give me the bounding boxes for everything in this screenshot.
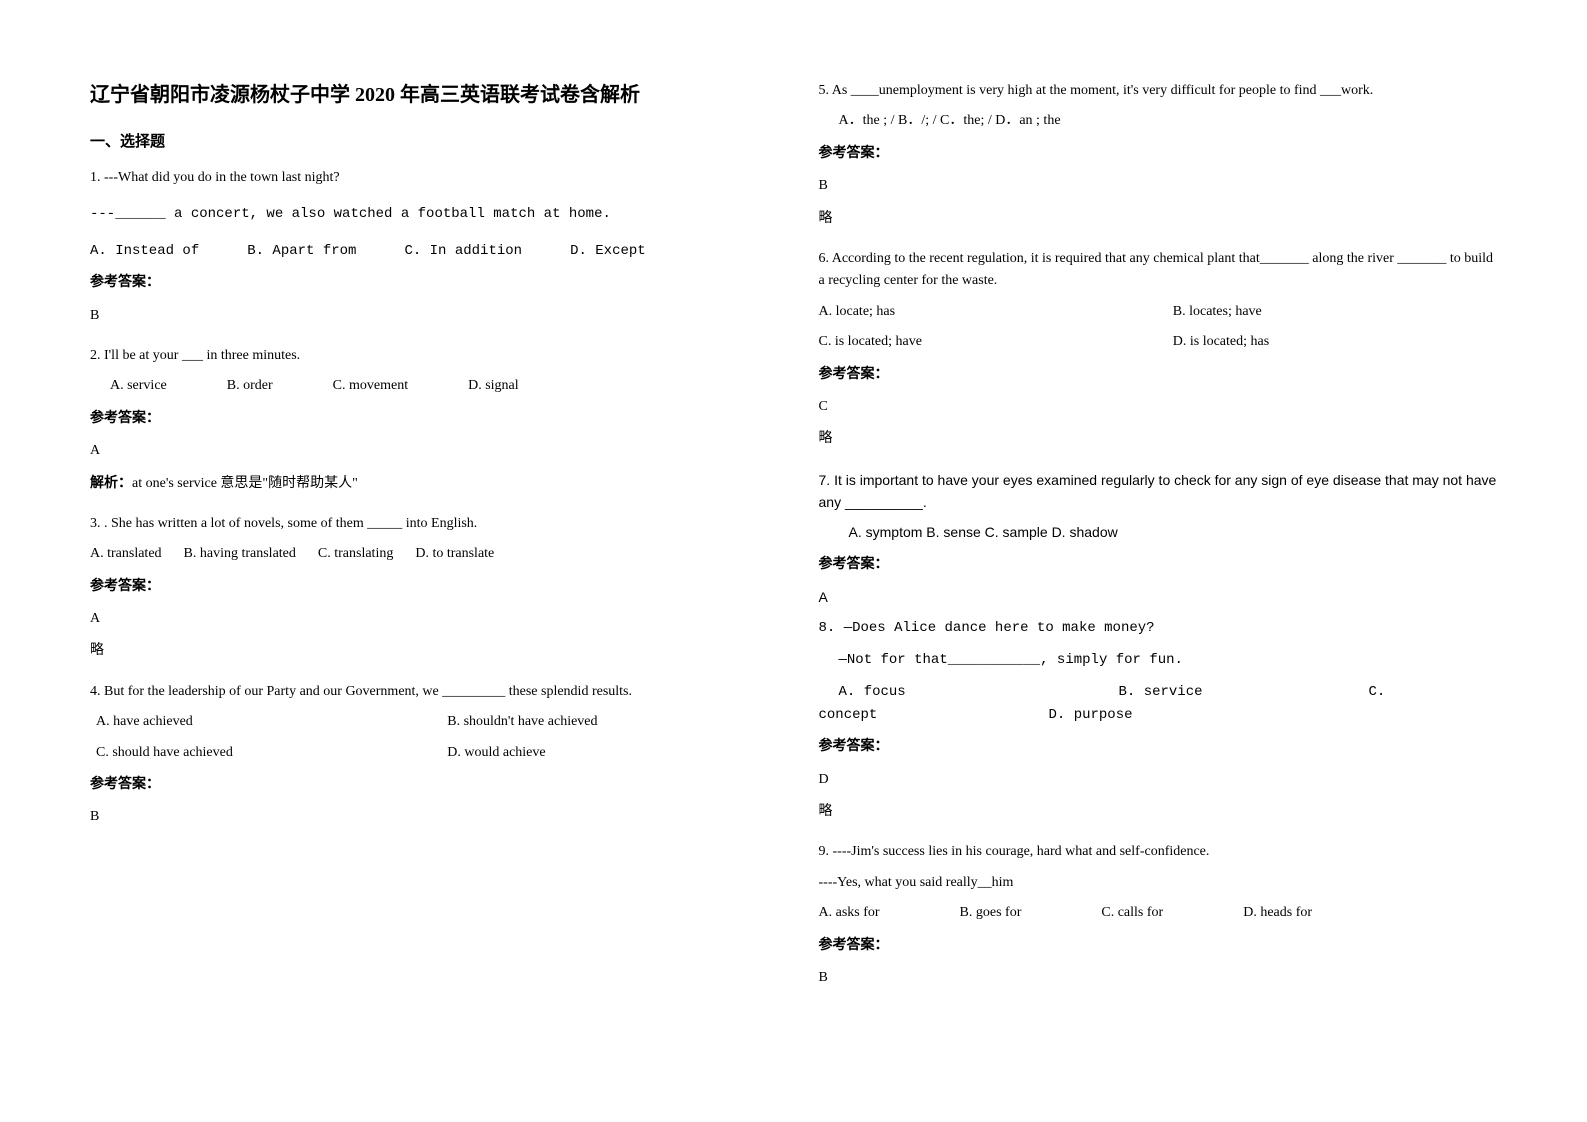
q6-opt-b: B. locates; have [1173,301,1497,323]
q4-text: 4. But for the leadership of our Party a… [90,681,769,703]
answer-label: 参考答案： [819,364,1498,386]
q2-opt-c: C. movement [333,375,408,397]
q3-answer: A [90,608,769,630]
answer-label: 参考答案： [90,408,769,430]
q6-line1: 6. According to the recent regulation, i… [819,248,1498,293]
q3-omitted: 略 [90,640,769,662]
q1-opt-a: A. Instead of [90,240,199,262]
q4-opt-c: C. should have achieved [96,742,417,764]
q9-line1: 9. ----Jim's success lies in his courage… [819,841,1498,863]
q6-answer: C [819,396,1498,418]
right-column: 5. As ____unemployment is very high at t… [819,80,1498,1007]
q6-opt-d: D. is located; has [1173,331,1497,353]
question-9: 9. ----Jim's success lies in his courage… [819,841,1498,989]
q3-text: 3. . She has written a lot of novels, so… [90,513,769,535]
question-3: 3. . She has written a lot of novels, so… [90,513,769,663]
answer-label: 参考答案： [819,935,1498,957]
q4-opt-b: B. shouldn't have achieved [447,711,768,733]
q9-opt-b: B. goes for [960,902,1022,924]
document-title: 辽宁省朝阳市凌源杨杖子中学 2020 年高三英语联考试卷含解析 [90,80,769,110]
q2-explanation-text: at one's service 意思是"随时帮助某人" [132,476,358,491]
q9-opt-a: A. asks for [819,902,880,924]
q2-explanation: 解析：at one's service 意思是"随时帮助某人" [90,473,769,495]
q8-line1: 8. —Does Alice dance here to make money? [819,617,1498,639]
q3-opt-a: A. translated [90,543,162,565]
q2-opt-a: A. service [110,375,167,397]
q2-opt-b: B. order [227,375,273,397]
q9-answer: B [819,967,1498,989]
answer-label: 参考答案： [819,554,1498,576]
section-header: 一、选择题 [90,130,769,151]
answer-label: 参考答案： [90,774,769,796]
left-column: 辽宁省朝阳市凌源杨杖子中学 2020 年高三英语联考试卷含解析 一、选择题 1.… [90,80,769,1007]
q5-text: 5. As ____unemployment is very high at t… [819,80,1498,102]
q6-omitted: 略 [819,428,1498,450]
q2-answer: A [90,440,769,462]
q8-omitted: 略 [819,801,1498,823]
q6-opt-a: A. locate; has [819,301,1143,323]
q4-opt-a: A. have achieved [96,711,417,733]
q8-line2: —Not for that___________, simply for fun… [819,649,1498,671]
question-6: 6. According to the recent regulation, i… [819,248,1498,451]
q8-opt-b: B. service [1119,681,1369,703]
q1-opt-b: B. Apart from [247,240,356,262]
answer-label: 参考答案： [819,143,1498,165]
q8-line3b: D. purpose [1049,704,1133,726]
explanation-label: 解析： [90,476,132,491]
q7-answer: A [819,586,1498,608]
q1-line1: 1. ---What did you do in the town last n… [90,167,769,189]
question-7: 7. It is important to have your eyes exa… [819,469,1498,609]
q3-opt-d: D. to translate [415,543,494,565]
q3-opt-b: B. having translated [184,543,296,565]
answer-label: 参考答案： [819,736,1498,758]
q8-opt-c: C. [1369,681,1386,703]
q4-opt-d: D. would achieve [447,742,768,764]
question-1: 1. ---What did you do in the town last n… [90,167,769,327]
q5-answer: B [819,175,1498,197]
q1-line2: ---______ a concert, we also watched a f… [90,203,769,225]
q9-opt-c: C. calls for [1101,902,1163,924]
q5-opts: A．the ; / B．/; / C．the; / D．an ; the [819,110,1498,132]
q4-answer: B [90,806,769,828]
question-2: 2. I'll be at your ___ in three minutes.… [90,345,769,495]
q9-line2: ----Yes, what you said really__him [819,872,1498,894]
q1-opt-c: C. In addition [404,240,522,262]
q8-opt-a: A. focus [839,681,1119,703]
answer-label: 参考答案： [90,272,769,294]
q6-opt-c: C. is located; have [819,331,1143,353]
answer-label: 参考答案： [90,576,769,598]
q2-opt-d: D. signal [468,375,519,397]
document-page: 辽宁省朝阳市凌源杨杖子中学 2020 年高三英语联考试卷含解析 一、选择题 1.… [90,80,1497,1007]
q5-omitted: 略 [819,208,1498,230]
question-8: 8. —Does Alice dance here to make money?… [819,617,1498,824]
q8-line3a: concept [819,704,1049,726]
question-4: 4. But for the leadership of our Party a… [90,681,769,829]
q7-opts: A. symptom B. sense C. sample D. shadow [819,521,1498,543]
q1-opt-d: D. Except [570,240,646,262]
q9-opt-d: D. heads for [1243,902,1312,924]
q8-answer: D [819,769,1498,791]
q1-answer: B [90,305,769,327]
question-5: 5. As ____unemployment is very high at t… [819,80,1498,230]
q2-text: 2. I'll be at your ___ in three minutes. [90,345,769,367]
q7-line1: 7. It is important to have your eyes exa… [819,469,1498,514]
q3-opt-c: C. translating [318,543,393,565]
